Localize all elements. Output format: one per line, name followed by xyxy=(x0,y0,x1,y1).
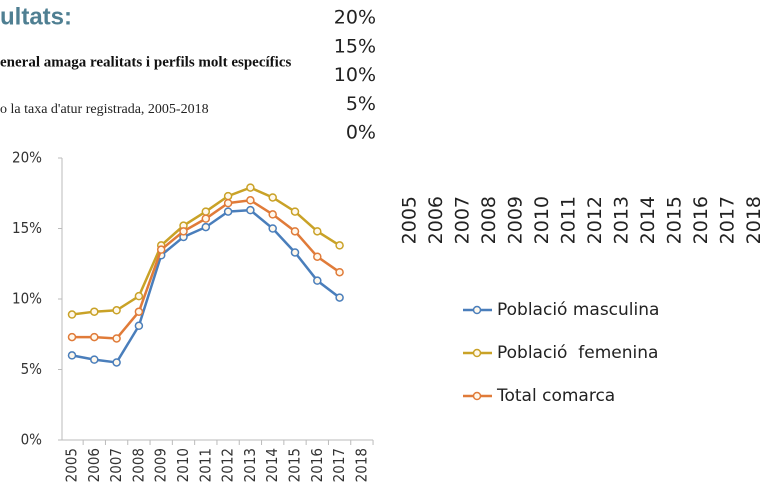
series-marker xyxy=(201,222,211,232)
series-marker xyxy=(335,267,344,277)
series-marker xyxy=(290,207,300,216)
ghost-y-tick-label: 20% xyxy=(334,7,376,29)
legend-marker xyxy=(472,391,482,401)
heading: ultats: xyxy=(0,3,72,30)
ghost-x-tick-label: 2015 xyxy=(664,196,686,244)
series-marker xyxy=(268,193,277,202)
ghost-x-tick-label: 2010 xyxy=(531,196,553,244)
ghost-x-tick-label: 2014 xyxy=(637,196,659,244)
series-marker xyxy=(201,214,211,223)
series-marker xyxy=(90,307,99,316)
series-marker xyxy=(156,245,166,254)
y-tick-label: 15% xyxy=(12,219,42,237)
series-line xyxy=(71,208,341,364)
x-tick-label: 2008 xyxy=(129,448,147,482)
x-tick-label: 2010 xyxy=(174,448,192,482)
series-marker xyxy=(313,276,322,285)
series-marker xyxy=(246,205,255,215)
y-tick-label: 0% xyxy=(21,431,43,449)
ghost-x-tick-label: 2006 xyxy=(425,196,447,244)
x-tick-label: 2009 xyxy=(152,448,170,482)
series-marker xyxy=(67,310,77,319)
legend-marker xyxy=(472,305,482,315)
series-marker xyxy=(67,351,77,360)
x-tick-label: 2012 xyxy=(219,448,237,482)
series-line xyxy=(71,186,341,316)
caption: o la taxa d'atur registrada, 2005-2018 xyxy=(0,102,209,117)
x-tick-label: 2005 xyxy=(63,448,81,482)
x-tick-label: 2015 xyxy=(286,448,304,482)
x-tick-label: 2011 xyxy=(196,448,214,482)
series-marker xyxy=(223,198,233,208)
series-marker xyxy=(313,252,322,261)
x-tick-label: 2016 xyxy=(308,448,326,482)
series-marker xyxy=(223,191,233,201)
ghost-x-tick-label: 2016 xyxy=(690,196,712,244)
ghost-x-tick-label: 2017 xyxy=(717,196,739,244)
x-tick-label: 2006 xyxy=(85,448,103,482)
series-marker xyxy=(268,210,277,219)
series-marker xyxy=(90,355,99,364)
series-marker xyxy=(246,183,255,192)
series-marker xyxy=(134,307,144,316)
x-tick-label: 2014 xyxy=(263,448,281,482)
series-marker xyxy=(112,334,121,343)
ghost-y-tick-label: 10% xyxy=(334,64,376,86)
ghost-x-tick-label: 2018 xyxy=(743,196,760,244)
ghost-x-tick-label: 2008 xyxy=(478,196,500,244)
y-tick-label: 20% xyxy=(12,149,42,167)
series-marker xyxy=(90,332,99,342)
series-marker xyxy=(268,224,277,233)
ghost-x-tick-label: 2009 xyxy=(505,196,527,244)
legend-label: Població femenina xyxy=(497,343,658,363)
x-tick-label: 2018 xyxy=(352,448,370,482)
ghost-x-tick-label: 2012 xyxy=(584,196,606,244)
legend-marker xyxy=(472,348,482,358)
x-tick-label: 2013 xyxy=(241,448,259,482)
series-marker xyxy=(246,196,255,205)
ghost-x-tick-label: 2007 xyxy=(452,196,474,244)
series-marker xyxy=(134,321,144,331)
series-marker xyxy=(335,241,344,250)
ghost-y-tick-label: 0% xyxy=(346,122,376,144)
series-marker xyxy=(313,227,322,236)
series-marker xyxy=(112,306,121,315)
ghost-x-tick-label: 2013 xyxy=(611,196,633,244)
ghost-y-tick-label: 5% xyxy=(346,93,376,115)
ghost-x-tick-label: 2011 xyxy=(558,196,580,244)
series-marker xyxy=(134,291,144,301)
legend-label: Població masculina xyxy=(497,300,659,320)
subheading: eneral amaga realitats i perfils molt es… xyxy=(0,54,291,70)
series-marker xyxy=(290,248,300,257)
x-tick-label: 2007 xyxy=(107,448,125,482)
series-marker xyxy=(335,293,344,302)
series-marker xyxy=(201,207,211,216)
x-tick-label: 2017 xyxy=(330,448,348,482)
ghost-x-tick-label: 2005 xyxy=(399,196,421,244)
series-marker xyxy=(67,332,77,342)
ghost-y-tick-label: 15% xyxy=(334,35,376,57)
legend-label: Total comarca xyxy=(496,386,615,406)
series-marker xyxy=(290,227,300,236)
series-marker xyxy=(223,207,233,216)
y-tick-label: 10% xyxy=(12,290,42,308)
series-marker xyxy=(112,358,121,367)
y-tick-label: 5% xyxy=(21,360,43,378)
series-marker xyxy=(179,227,188,236)
